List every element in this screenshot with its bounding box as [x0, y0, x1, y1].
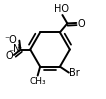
Text: Br: Br: [69, 68, 80, 78]
Text: N: N: [13, 44, 21, 54]
Text: CH₃: CH₃: [29, 77, 46, 86]
Text: O: O: [6, 51, 13, 61]
Text: HO: HO: [54, 4, 69, 14]
Text: +: +: [17, 45, 22, 50]
Text: ⁻: ⁻: [8, 48, 13, 58]
Text: O: O: [77, 19, 85, 29]
Text: ⁻O: ⁻O: [4, 35, 17, 45]
